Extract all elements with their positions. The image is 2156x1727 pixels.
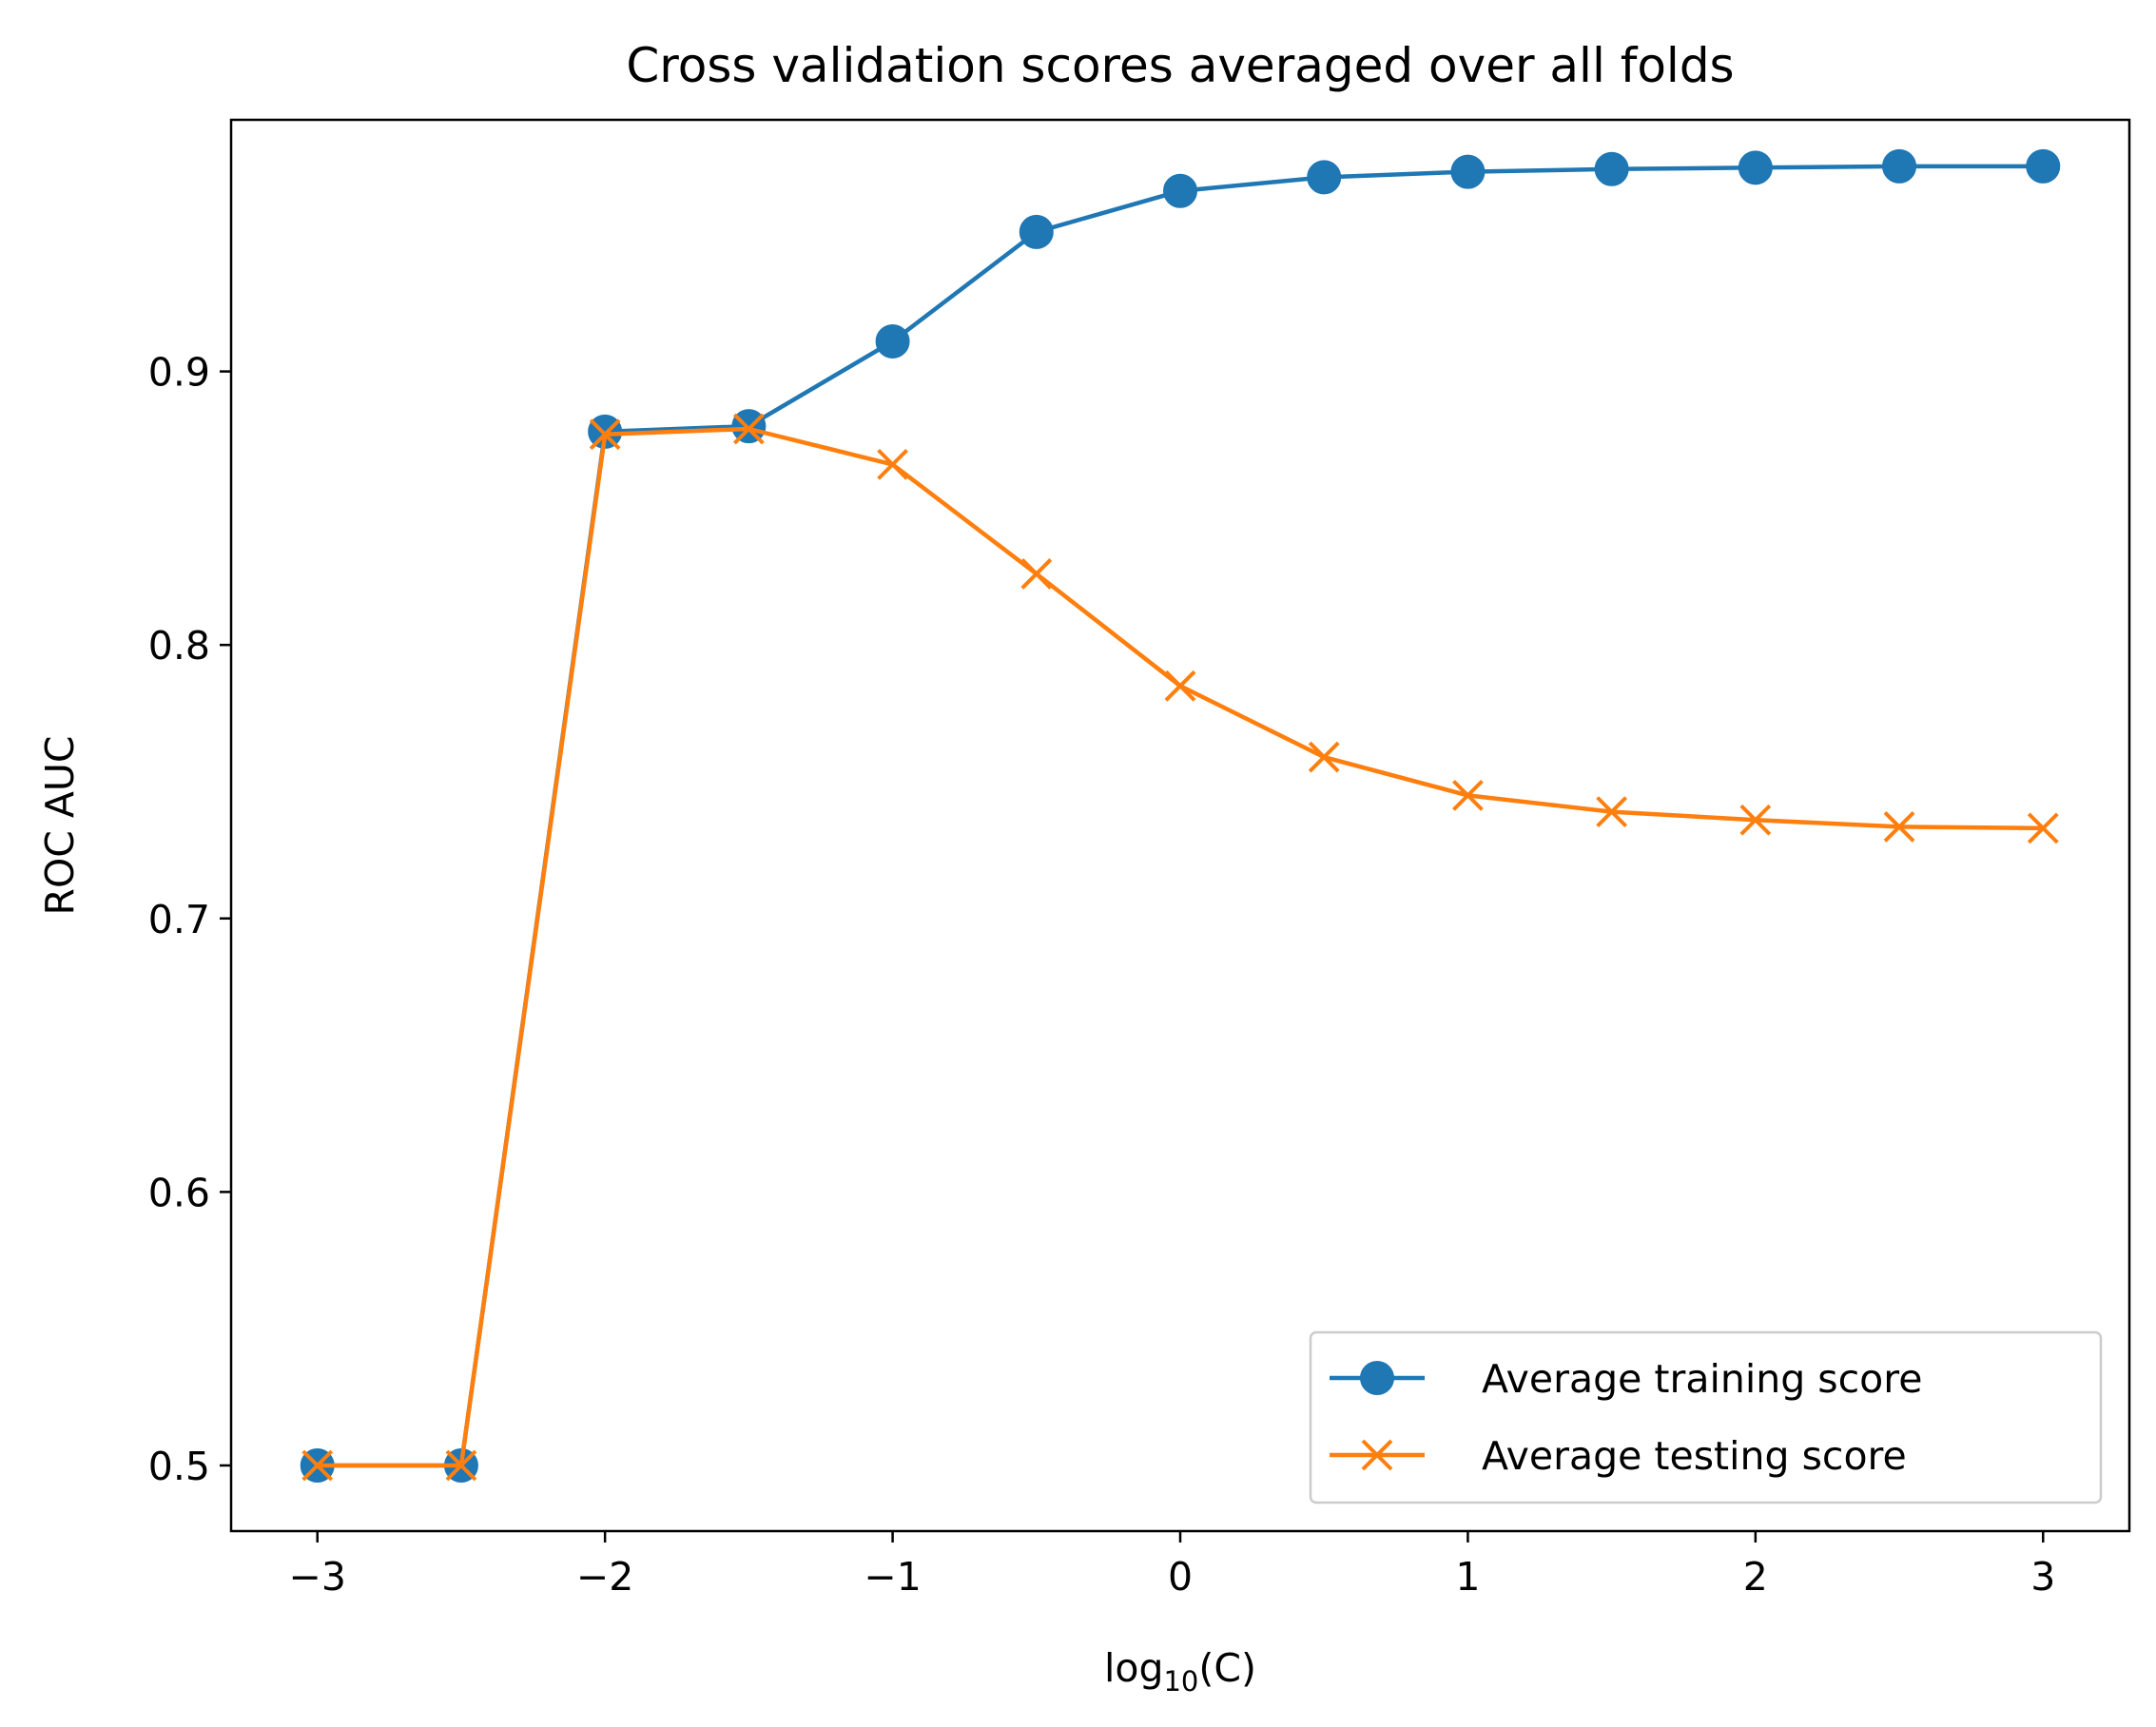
data-point: [875, 323, 910, 359]
data-point: [1307, 160, 1342, 195]
data-point: [1163, 173, 1197, 208]
legend-entry: Average training score: [1330, 1356, 1922, 1402]
legend-label: Average training score: [1482, 1356, 1922, 1402]
data-point: [1596, 796, 1628, 828]
legend-marker: [1360, 1361, 1394, 1395]
x-tick-label: −1: [864, 1554, 921, 1600]
data-point: [1019, 214, 1054, 249]
x-tick-label: −2: [576, 1554, 633, 1600]
legend-marker: [1361, 1439, 1393, 1471]
data-point: [1450, 154, 1486, 189]
data-point: [1308, 741, 1340, 773]
data-point: [732, 413, 765, 445]
legend-entry: Average testing score: [1330, 1433, 1907, 1479]
data-point: [1164, 669, 1196, 702]
x-tick-label: 3: [2030, 1554, 2055, 1600]
data-point: [1883, 811, 1915, 843]
legend-box: [1309, 1330, 2103, 1504]
legend-label: Average testing score: [1482, 1433, 1907, 1479]
y-tick-label: 0.8: [148, 623, 210, 669]
data-point: [1882, 148, 1917, 184]
data-point: [2027, 812, 2059, 844]
data-point: [301, 1449, 334, 1482]
x-tick-label: 2: [1743, 1554, 1768, 1600]
data-point: [877, 448, 908, 480]
y-axis-label: ROC AUC: [37, 735, 83, 915]
y-tick-label: 0.6: [148, 1170, 210, 1215]
x-axis-label: log10(C): [1104, 1645, 1256, 1698]
data-point: [2026, 148, 2061, 184]
x-axis: −3 −2 −1 0 1 2 3: [289, 1531, 2055, 1600]
y-tick-label: 0.5: [148, 1444, 210, 1489]
data-point: [1452, 779, 1484, 811]
x-tick-label: −3: [289, 1554, 346, 1600]
chart-title: Cross validation scores averaged over al…: [626, 38, 1734, 93]
data-point: [445, 1449, 477, 1482]
x-tick-label: 1: [1455, 1554, 1480, 1600]
x-tick-label: 0: [1168, 1554, 1193, 1600]
series-testing: [301, 413, 2059, 1482]
series-layer: [300, 148, 2061, 1483]
data-point: [731, 409, 767, 444]
x-axis-label-subscript: 10: [1163, 1665, 1198, 1698]
x-axis-label-base: log: [1104, 1645, 1164, 1691]
legend: Average training score Average testing sc…: [1309, 1330, 2103, 1504]
y-tick-label: 0.7: [148, 897, 210, 942]
data-point: [589, 418, 621, 451]
x-axis-label-suffix: (C): [1198, 1645, 1256, 1691]
data-point: [1594, 151, 1629, 186]
y-axis: 0.5 0.6 0.7 0.8 0.9: [148, 350, 231, 1489]
data-point: [1738, 150, 1773, 185]
y-tick-label: 0.9: [148, 350, 210, 396]
data-point: [1739, 804, 1772, 836]
data-point: [1020, 557, 1053, 590]
legend-entries: Average training score Average testing sc…: [1330, 1356, 1922, 1479]
